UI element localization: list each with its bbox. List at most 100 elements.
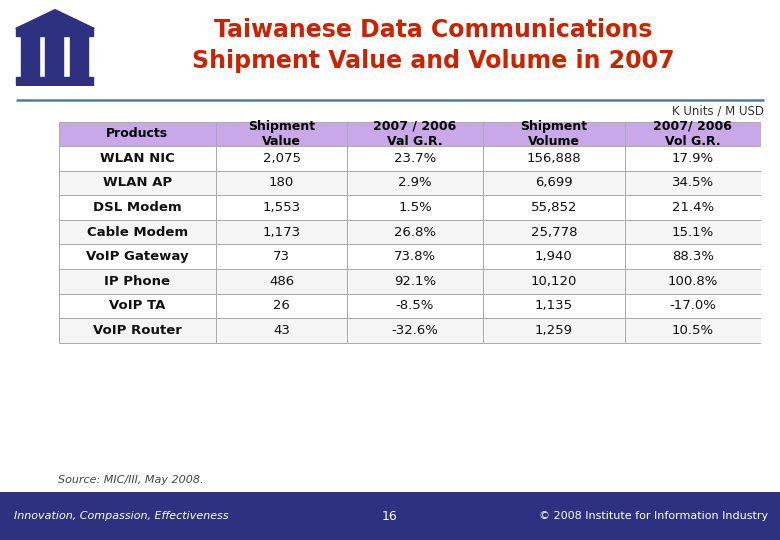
Text: 6,699: 6,699 xyxy=(535,177,573,190)
Bar xyxy=(626,269,760,294)
Bar xyxy=(58,195,216,220)
Text: 100.8%: 100.8% xyxy=(668,275,718,288)
Bar xyxy=(216,146,347,171)
Bar xyxy=(347,269,483,294)
Bar xyxy=(626,245,760,269)
Bar xyxy=(58,220,216,245)
Text: K Units / M USD: K Units / M USD xyxy=(672,105,764,118)
Text: 26: 26 xyxy=(273,299,290,312)
Bar xyxy=(483,318,626,343)
Text: 73: 73 xyxy=(273,250,290,263)
Bar xyxy=(216,318,347,343)
Text: 21.4%: 21.4% xyxy=(672,201,714,214)
Bar xyxy=(58,122,216,146)
Bar xyxy=(16,77,94,85)
Text: 88.3%: 88.3% xyxy=(672,250,714,263)
Bar xyxy=(347,318,483,343)
Text: -32.6%: -32.6% xyxy=(392,324,438,337)
Bar xyxy=(626,318,760,343)
Text: 55,852: 55,852 xyxy=(530,201,577,214)
Text: 486: 486 xyxy=(269,275,294,288)
Bar xyxy=(58,269,216,294)
Bar xyxy=(347,122,483,146)
Text: Source: MIC/III, May 2008.: Source: MIC/III, May 2008. xyxy=(58,475,204,485)
Text: WLAN NIC: WLAN NIC xyxy=(100,152,175,165)
Text: Cable Modem: Cable Modem xyxy=(87,226,188,239)
Bar xyxy=(216,122,347,146)
Bar xyxy=(58,146,216,171)
Text: IP Phone: IP Phone xyxy=(104,275,170,288)
Text: 17.9%: 17.9% xyxy=(672,152,714,165)
Bar xyxy=(626,146,760,171)
Bar xyxy=(69,36,87,83)
Text: 2007 / 2006
Val G.R.: 2007 / 2006 Val G.R. xyxy=(374,120,456,148)
Text: © 2008 Institute for Information Industry: © 2008 Institute for Information Industr… xyxy=(539,511,768,521)
Bar xyxy=(58,318,216,343)
Bar xyxy=(58,294,216,318)
Bar xyxy=(626,122,760,146)
Text: VoIP Router: VoIP Router xyxy=(93,324,182,337)
Bar xyxy=(626,220,760,245)
Bar xyxy=(626,195,760,220)
Bar xyxy=(483,195,626,220)
Bar xyxy=(16,29,94,36)
Bar xyxy=(347,294,483,318)
Bar xyxy=(347,146,483,171)
Text: 34.5%: 34.5% xyxy=(672,177,714,190)
Text: 92.1%: 92.1% xyxy=(394,275,436,288)
Bar xyxy=(216,171,347,195)
Bar xyxy=(483,171,626,195)
Text: 16: 16 xyxy=(382,510,398,523)
Bar xyxy=(347,220,483,245)
Text: 26.8%: 26.8% xyxy=(394,226,436,239)
Text: Shipment
Volume: Shipment Volume xyxy=(520,120,587,148)
Text: 1,135: 1,135 xyxy=(535,299,573,312)
Text: DSL Modem: DSL Modem xyxy=(93,201,182,214)
Bar xyxy=(626,171,760,195)
Bar xyxy=(216,245,347,269)
Bar xyxy=(483,220,626,245)
Text: 1,940: 1,940 xyxy=(535,250,573,263)
Bar xyxy=(216,294,347,318)
Text: Taiwanese Data Communications
Shipment Value and Volume in 2007: Taiwanese Data Communications Shipment V… xyxy=(192,18,674,73)
Text: -17.0%: -17.0% xyxy=(669,299,716,312)
Text: 2007/ 2006
Vol G.R.: 2007/ 2006 Vol G.R. xyxy=(654,120,732,148)
Text: Products: Products xyxy=(106,127,168,140)
Text: 43: 43 xyxy=(273,324,290,337)
Text: Innovation, Compassion, Effectiveness: Innovation, Compassion, Effectiveness xyxy=(14,511,229,521)
Bar xyxy=(216,220,347,245)
Text: 2.9%: 2.9% xyxy=(398,177,432,190)
Bar xyxy=(483,245,626,269)
Bar xyxy=(216,269,347,294)
Text: 15.1%: 15.1% xyxy=(672,226,714,239)
Bar xyxy=(483,122,626,146)
Text: 1,259: 1,259 xyxy=(535,324,573,337)
Text: 1,553: 1,553 xyxy=(262,201,300,214)
Text: 23.7%: 23.7% xyxy=(394,152,436,165)
Text: 156,888: 156,888 xyxy=(526,152,581,165)
Text: Shipment
Value: Shipment Value xyxy=(248,120,315,148)
Bar xyxy=(483,146,626,171)
Bar xyxy=(483,294,626,318)
Text: 73.8%: 73.8% xyxy=(394,250,436,263)
Text: -8.5%: -8.5% xyxy=(395,299,434,312)
Text: 2,075: 2,075 xyxy=(263,152,300,165)
Text: 10.5%: 10.5% xyxy=(672,324,714,337)
Text: 180: 180 xyxy=(269,177,294,190)
Bar xyxy=(347,245,483,269)
Polygon shape xyxy=(16,10,94,29)
Text: VoIP Gateway: VoIP Gateway xyxy=(86,250,189,263)
Text: VoIP TA: VoIP TA xyxy=(109,299,165,312)
Bar xyxy=(58,171,216,195)
Text: 1,173: 1,173 xyxy=(262,226,300,239)
Bar xyxy=(483,269,626,294)
Bar xyxy=(58,245,216,269)
Bar xyxy=(20,36,39,83)
Text: 1.5%: 1.5% xyxy=(398,201,432,214)
Bar xyxy=(347,171,483,195)
Text: 25,778: 25,778 xyxy=(530,226,577,239)
Bar xyxy=(216,195,347,220)
Text: 10,120: 10,120 xyxy=(530,275,577,288)
Bar xyxy=(626,294,760,318)
Text: WLAN AP: WLAN AP xyxy=(102,177,172,190)
